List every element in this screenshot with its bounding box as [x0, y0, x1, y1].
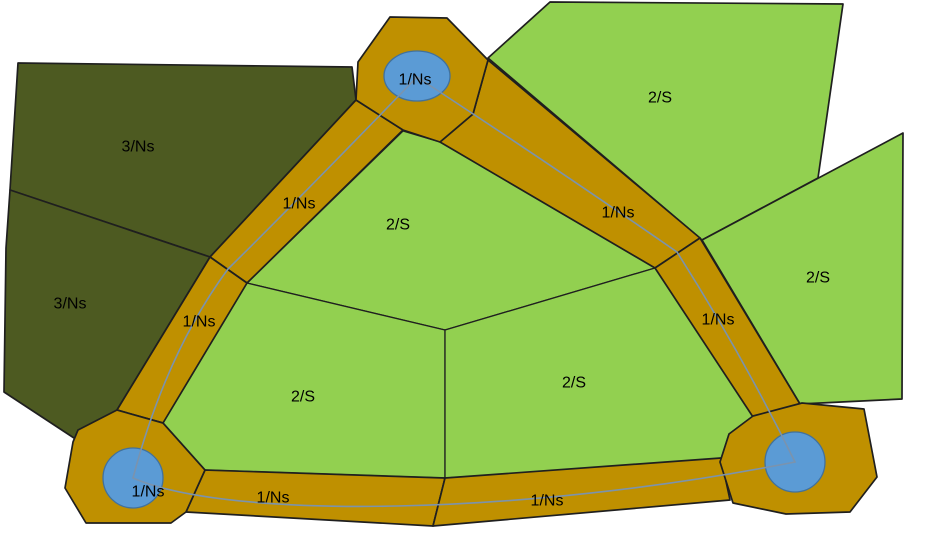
centerline-south-route [132, 461, 796, 508]
label-sector-central-southwest: 2/S [291, 389, 315, 406]
label-route-south-west: 1/Ns [257, 490, 290, 507]
label-route-east-lower: 1/Ns [702, 312, 735, 329]
label-sector-central-southeast: 2/S [562, 375, 586, 392]
label-node-north: 1/Ns [399, 72, 432, 89]
label-sector-northwest-upper: 3/Ns [122, 139, 155, 156]
label-sector-northeast: 2/S [648, 90, 672, 107]
label-route-east-upper: 1/Ns [602, 205, 635, 222]
centerline-east-route [416, 76, 796, 463]
label-route-west-lower: 1/Ns [183, 314, 216, 331]
label-sector-northwest-lower: 3/Ns [54, 296, 87, 313]
route-south-east-segment [432, 457, 731, 527]
label-sector-central-north: 2/S [386, 217, 410, 234]
label-route-west-upper: 1/Ns [283, 196, 316, 213]
label-sector-east: 2/S [806, 270, 830, 287]
route-south-west-segment [185, 469, 446, 527]
label-route-south-east: 1/Ns [531, 493, 564, 510]
label-node-southwest: 1/Ns [132, 484, 165, 501]
centerline-west-route [132, 76, 418, 479]
